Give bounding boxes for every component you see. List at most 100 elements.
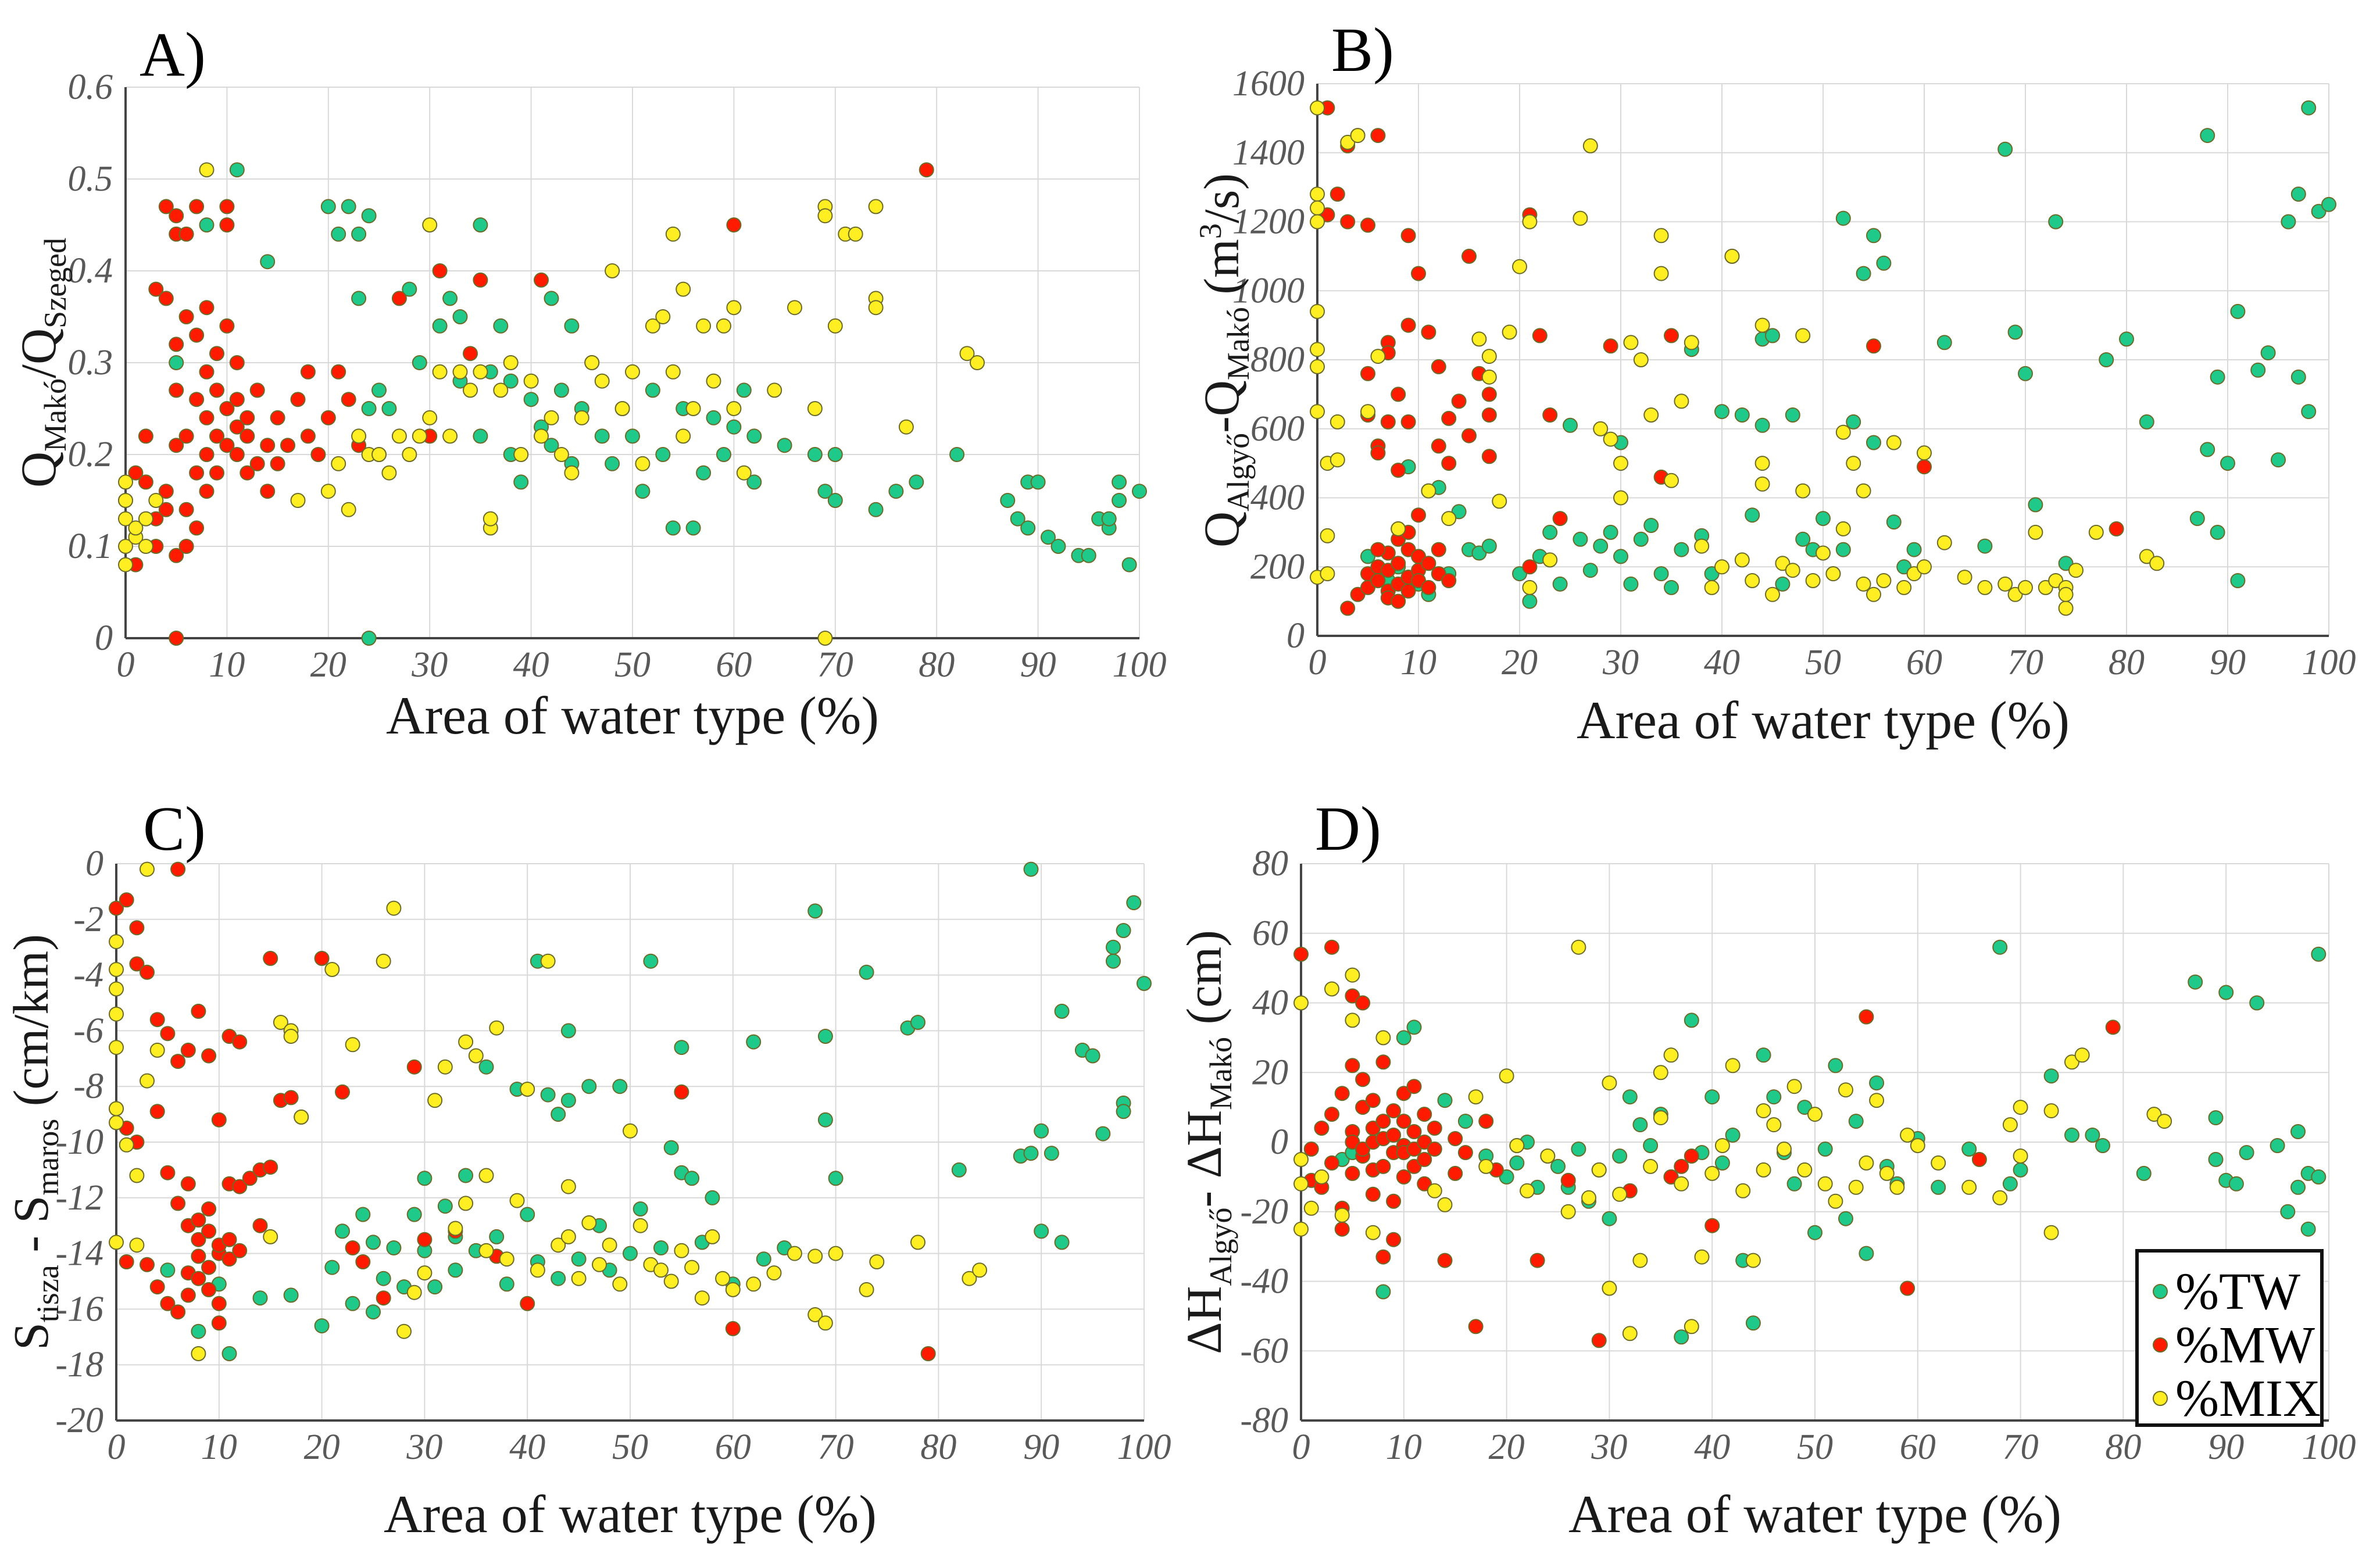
point-mw (1917, 459, 1932, 475)
point-tw (366, 1304, 381, 1320)
point-mw (1441, 456, 1457, 471)
y-tick-label: -10 (55, 1122, 103, 1162)
point-mix (1754, 456, 1770, 471)
point-mix (118, 474, 133, 490)
x-tick-label: 80 (919, 645, 955, 685)
x-axis-label: Area of water type (%) (384, 1484, 877, 1544)
x-tick-label: 60 (1900, 1427, 1936, 1467)
point-mix (2043, 1103, 2059, 1119)
x-tick-label: 70 (817, 645, 853, 685)
points-layer (1310, 100, 2336, 616)
point-mix (1499, 1068, 1514, 1084)
y-tick-label: -18 (55, 1345, 103, 1384)
point-mw (1400, 414, 1416, 430)
point-tw (1859, 1246, 1874, 1261)
y-tick-label: -12 (55, 1178, 103, 1218)
point-mix (138, 539, 153, 554)
point-mw (1365, 1093, 1381, 1108)
point-mix (1481, 349, 1497, 364)
point-mw (270, 410, 285, 425)
point-tw (417, 1171, 433, 1186)
point-tw (1112, 493, 1127, 508)
point-mix (1856, 576, 1871, 592)
point-tw (2210, 524, 2225, 540)
point-mw (1663, 1169, 1679, 1185)
point-tw (381, 401, 397, 416)
point-mw (201, 1048, 217, 1064)
point-tw (1643, 518, 1659, 533)
point-mix (478, 1168, 494, 1183)
point-mw (406, 1059, 422, 1075)
point-tw (888, 484, 904, 499)
point-mw (1603, 338, 1618, 354)
point-mw (1375, 1114, 1391, 1129)
point-mix (817, 1315, 833, 1331)
point-mix (2149, 556, 2165, 571)
point-tw (221, 1346, 237, 1361)
x-axis-label: Area of water type (%) (1568, 1484, 2061, 1544)
point-tw (1633, 531, 1649, 547)
y-tick-label: 0.4 (68, 251, 113, 291)
point-mix (406, 1285, 422, 1300)
point-mix (263, 1229, 278, 1244)
point-mw (1704, 1218, 1720, 1233)
legend-label: %MIX (2175, 1370, 2321, 1427)
point-mix (1441, 511, 1457, 527)
point-tw (1085, 1048, 1100, 1064)
point-mw (158, 199, 174, 214)
point-mw (1900, 1280, 1916, 1296)
point-mix (1633, 352, 1649, 367)
point-mix (468, 1048, 484, 1064)
point-tw (361, 208, 377, 224)
point-mix (1674, 1176, 1689, 1192)
point-mix (1481, 369, 1497, 385)
y-tick-label: -2 (73, 900, 103, 939)
point-mix (118, 493, 133, 508)
point-mix (1835, 521, 1851, 536)
point-tw (513, 474, 529, 490)
point-tw (2290, 369, 2306, 385)
point-mw (1448, 1131, 1463, 1146)
point-tw (1137, 976, 1152, 991)
y-tick-label: 200 (1250, 547, 1305, 586)
point-mix (612, 1276, 628, 1292)
point-mix (1310, 200, 1325, 216)
point-tw (2250, 362, 2266, 378)
panel-a: 0 10 20 30 40 50 60 70 80 90 100 0 0.1 0.2 0.3 0.4 0.5 0.… (10, 20, 1167, 745)
point-mw (232, 1179, 248, 1194)
point-tw (2007, 324, 2023, 340)
point-mix (694, 1290, 710, 1306)
point-mw (242, 1171, 258, 1186)
point-mix (1320, 566, 1335, 582)
point-mw (189, 327, 205, 343)
point-mix (140, 1073, 155, 1089)
point-tw (2095, 1138, 2110, 1153)
y-axis-label: ΔHAlgyő- ΔHMakó (cm) (1176, 930, 1238, 1354)
point-mw (1391, 593, 1406, 609)
point-mix (2043, 1225, 2059, 1240)
point-tw (2290, 1179, 2306, 1195)
point-mw (1340, 600, 1356, 616)
point-mix (655, 309, 671, 324)
point-mix (1694, 538, 1710, 554)
y-tick-label: 1200 (1232, 202, 1305, 242)
point-mix (1694, 1249, 1710, 1265)
point-tw (594, 428, 610, 444)
point-mw (160, 1026, 176, 1042)
point-tw (560, 1023, 576, 1039)
point-tw (523, 392, 539, 407)
point-mix (523, 373, 539, 389)
point-tw (1602, 1211, 1617, 1226)
point-mw (1461, 428, 1477, 443)
point-mix (1817, 1176, 1833, 1192)
point-tw (1725, 1128, 1741, 1143)
point-tw (817, 1029, 833, 1044)
point-mix (2002, 1117, 2018, 1133)
point-tw (2220, 456, 2235, 471)
point-mix (1896, 579, 1912, 595)
point-mw (169, 337, 184, 352)
point-tw (777, 438, 792, 453)
point-mw (263, 1160, 278, 1175)
ylabel-sub: Szeged (38, 238, 73, 328)
point-mix (149, 1042, 165, 1058)
